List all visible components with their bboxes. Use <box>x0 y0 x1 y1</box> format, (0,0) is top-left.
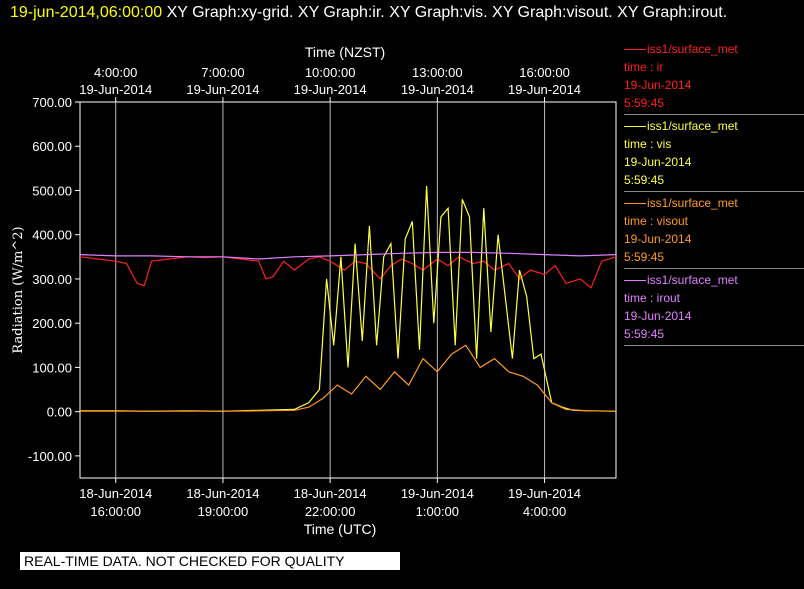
x2-tick-date: 19-Jun-2014 <box>186 82 259 97</box>
header-graph-list: XY Graph:xy-grid. XY Graph:ir. XY Graph:… <box>166 4 728 21</box>
legend-swatch-ir <box>624 49 646 51</box>
legend-entry-visout: iss1/surface_met time : visout 19-Jun-20… <box>624 194 804 269</box>
legend-variable: time : vis <box>624 137 672 151</box>
x-tick-time: 19:00:00 <box>198 504 249 519</box>
x2-tick-time: 13:00:00 <box>412 65 463 80</box>
y-tick-label: 100.00 <box>32 360 72 375</box>
y-tick-label: 500.00 <box>32 183 72 198</box>
legend-source: iss1/surface_met <box>647 119 738 133</box>
y-ticks: -100.00 0.00 100.00 200.00 300.00 400.00 500.0… <box>28 95 80 464</box>
y-axis-label: Radiation (W/m^2) <box>11 226 26 353</box>
y-tick-label: 300.00 <box>32 272 72 287</box>
legend-source: iss1/surface_met <box>647 42 738 56</box>
x2-tick-time: 16:00:00 <box>519 65 570 80</box>
y-tick-label: 0.00 <box>47 405 72 420</box>
legend-variable: time : irout <box>624 291 681 305</box>
x2-axis-label: Time (NZST) <box>305 44 385 60</box>
legend-date: 19-Jun-2014 <box>624 232 692 246</box>
x-tick-date: 19-Jun-2014 <box>401 486 474 501</box>
legend-variable: time : ir <box>624 60 664 74</box>
quality-disclaimer: REAL-TIME DATA. NOT CHECKED FOR QUALITY <box>20 552 400 570</box>
x2-tick-date: 19-Jun-2014 <box>508 82 581 97</box>
legend-swatch-vis <box>624 126 646 128</box>
series-lines <box>79 185 617 412</box>
x-tick-date: 18-Jun-2014 <box>294 486 367 501</box>
legend-date: 19-Jun-2014 <box>624 78 692 92</box>
x-tick-date: 18-Jun-2014 <box>79 486 152 501</box>
x-tick-date: 19-Jun-2014 <box>508 486 581 501</box>
x2-tick-date: 19-Jun-2014 <box>79 82 152 97</box>
grid-lines <box>115 102 546 478</box>
x-tick-time: 4:00:00 <box>523 504 566 519</box>
legend-swatch-irout <box>624 280 646 282</box>
legend-source: iss1/surface_met <box>647 273 738 287</box>
legend-swatch-visout <box>624 203 646 205</box>
x-ticks-bottom: 18-Jun-2014 16:00:00 18-Jun-2014 19:00:00 18… <box>79 478 581 519</box>
x2-tick-date: 19-Jun-2014 <box>401 82 474 97</box>
series-line-visout <box>80 344 617 412</box>
legend-entry-vis: iss1/surface_met time : vis 19-Jun-2014 … <box>624 117 804 192</box>
y-tick-label: 400.00 <box>32 228 72 243</box>
legend-entry-irout: iss1/surface_met time : irout 19-Jun-201… <box>624 271 804 346</box>
x2-tick-time: 10:00:00 <box>305 65 356 80</box>
x-ticks-top: 4:00:00 19-Jun-2014 7:00:00 19-Jun-2014 10:0… <box>79 65 581 102</box>
legend-time: 5:59:45 <box>624 173 665 187</box>
y-tick-label: -100.00 <box>28 449 72 464</box>
x2-tick-time: 7:00:00 <box>201 65 244 80</box>
legend-time: 5:59:45 <box>624 327 665 341</box>
legend-time: 5:59:45 <box>624 96 665 110</box>
series-line-vis <box>80 185 617 412</box>
y-tick-label: 600.00 <box>32 139 72 154</box>
header-timestamp: 19-jun-2014,06:00:00 <box>10 4 163 21</box>
x2-tick-date: 19-Jun-2014 <box>294 82 367 97</box>
x-tick-date: 18-Jun-2014 <box>186 486 259 501</box>
y-tick-label: 700.00 <box>32 95 72 110</box>
legend-date: 19-Jun-2014 <box>624 155 692 169</box>
legend: iss1/surface_met time : ir 19-Jun-2014 5… <box>624 40 804 348</box>
legend-variable: time : visout <box>624 214 689 228</box>
x-axis-label: Time (UTC) <box>304 521 377 537</box>
x-tick-time: 1:00:00 <box>416 504 459 519</box>
x2-tick-time: 4:00:00 <box>94 65 137 80</box>
series-line-ir <box>79 256 617 289</box>
graph-header: 19-jun-2014,06:00:00 XY Graph:xy-grid. X… <box>10 2 795 24</box>
legend-entry-ir: iss1/surface_met time : ir 19-Jun-2014 5… <box>624 40 804 115</box>
legend-date: 19-Jun-2014 <box>624 309 692 323</box>
y-tick-label: 200.00 <box>32 316 72 331</box>
legend-source: iss1/surface_met <box>647 196 738 210</box>
plot-area <box>79 101 617 479</box>
x-tick-time: 22:00:00 <box>305 504 356 519</box>
legend-time: 5:59:45 <box>624 250 665 264</box>
x-tick-time: 16:00:00 <box>90 504 141 519</box>
series-line-irout <box>79 251 617 260</box>
